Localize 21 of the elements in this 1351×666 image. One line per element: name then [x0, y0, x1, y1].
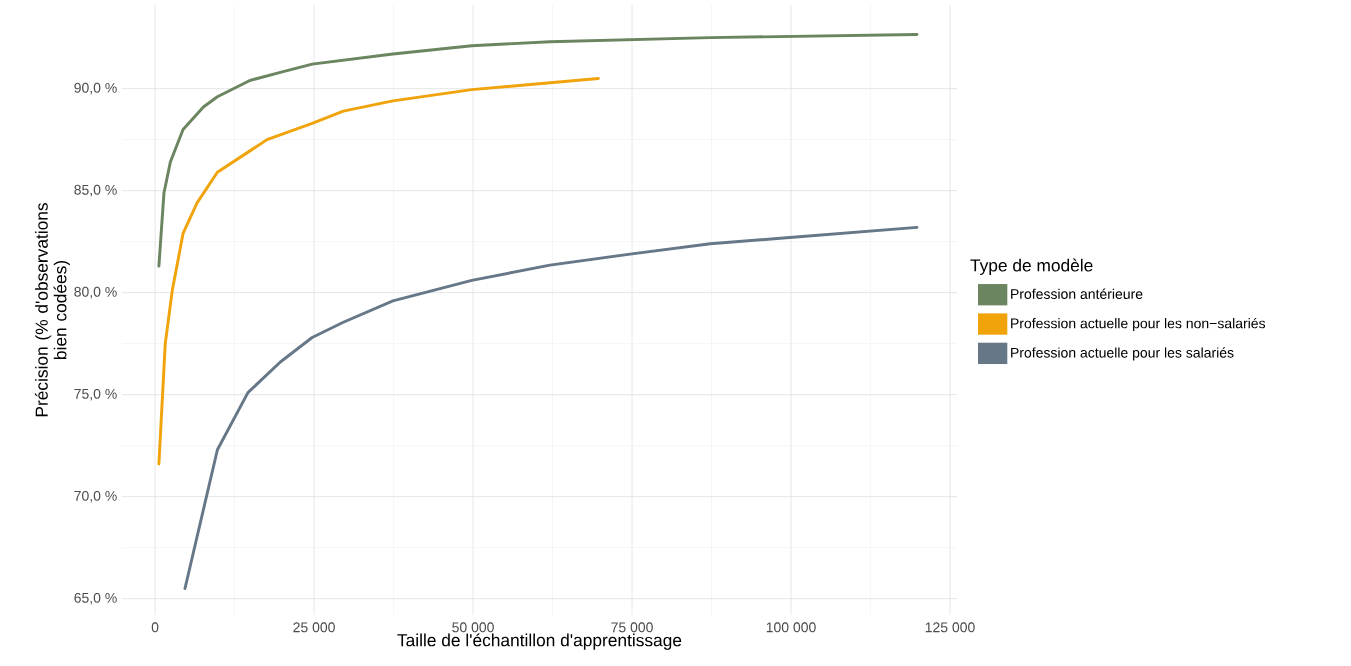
y-tick-label: 65,0 % [74, 592, 117, 605]
line-series [183, 225, 919, 590]
y-tick-label: 75,0 % [74, 388, 117, 401]
line-series [157, 76, 600, 466]
y-tick-label: 80,0 % [74, 286, 117, 299]
legend-label: Profession actuelle pour les non−salariés [1011, 317, 1266, 332]
y-tick-label: 70,0 % [74, 490, 117, 503]
x-tick-label: 50 000 [452, 622, 494, 633]
x-tick-label: 100 000 [766, 622, 816, 633]
y-tick-label: 90,0 % [74, 82, 117, 95]
x-tick-label: 75 000 [611, 622, 653, 633]
legend-label: Profession actuelle pour les salariés [1011, 347, 1234, 361]
y-tick-label: 85,0 % [74, 184, 117, 197]
x-tick-label: 25 000 [293, 622, 335, 633]
line-series [157, 33, 919, 268]
x-tick-label: 125 000 [925, 622, 975, 633]
x-axis-title: Taille de l'échantillon d'apprentissage [397, 633, 682, 650]
x-tick-label: 0 [151, 622, 159, 633]
y-axis-title: Précision (% d'observations bien codées) [34, 203, 70, 417]
legend-title: Type de modèle [970, 258, 1093, 275]
legend-label: Profession antérieure [1011, 288, 1143, 299]
